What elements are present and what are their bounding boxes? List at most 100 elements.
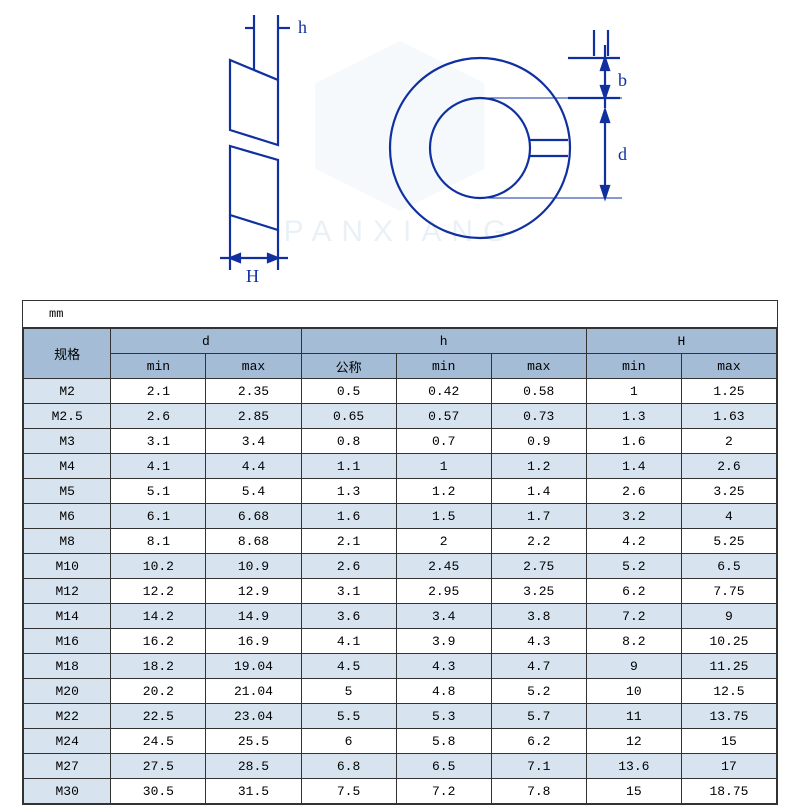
table-row: M66.16.681.61.51.73.24	[24, 504, 777, 529]
cell-h_nom: 0.65	[301, 404, 396, 429]
cell-H_min: 4.2	[586, 529, 681, 554]
cell-H_max: 17	[681, 754, 776, 779]
table-row: M2.52.62.850.650.570.731.31.63	[24, 404, 777, 429]
cell-d_min: 8.1	[111, 529, 206, 554]
col-H-max: max	[681, 354, 776, 379]
cell-spec: M4	[24, 454, 111, 479]
cell-d_min: 16.2	[111, 629, 206, 654]
table-row: M44.14.41.111.21.42.6	[24, 454, 777, 479]
cell-H_max: 6.5	[681, 554, 776, 579]
cell-spec: M5	[24, 479, 111, 504]
cell-spec: M6	[24, 504, 111, 529]
cell-H_min: 3.2	[586, 504, 681, 529]
cell-H_max: 2.6	[681, 454, 776, 479]
cell-h_max: 0.9	[491, 429, 586, 454]
table-row: M55.15.41.31.21.42.63.25	[24, 479, 777, 504]
cell-spec: M27	[24, 754, 111, 779]
cell-H_min: 1.4	[586, 454, 681, 479]
table-row: M33.13.40.80.70.91.62	[24, 429, 777, 454]
cell-spec: M2.5	[24, 404, 111, 429]
cell-h_max: 0.58	[491, 379, 586, 404]
cell-d_min: 18.2	[111, 654, 206, 679]
cell-h_min: 0.57	[396, 404, 491, 429]
cell-H_max: 11.25	[681, 654, 776, 679]
cell-h_min: 0.7	[396, 429, 491, 454]
cell-h_max: 7.1	[491, 754, 586, 779]
cell-H_max: 10.25	[681, 629, 776, 654]
cell-h_nom: 5	[301, 679, 396, 704]
label-H: H	[246, 266, 259, 286]
cell-d_max: 8.68	[206, 529, 301, 554]
cell-h_max: 1.4	[491, 479, 586, 504]
cell-d_max: 3.4	[206, 429, 301, 454]
table-row: M1616.216.94.13.94.38.210.25	[24, 629, 777, 654]
cell-h_nom: 1.1	[301, 454, 396, 479]
label-d: d	[618, 144, 627, 164]
cell-d_min: 6.1	[111, 504, 206, 529]
table-row: M2727.528.56.86.57.113.617	[24, 754, 777, 779]
cell-h_max: 4.3	[491, 629, 586, 654]
cell-h_max: 6.2	[491, 729, 586, 754]
cell-d_max: 21.04	[206, 679, 301, 704]
cell-d_max: 5.4	[206, 479, 301, 504]
col-h-nom: 公称	[301, 354, 396, 379]
cell-d_max: 28.5	[206, 754, 301, 779]
cell-H_min: 10	[586, 679, 681, 704]
cell-h_nom: 0.8	[301, 429, 396, 454]
cell-H_min: 7.2	[586, 604, 681, 629]
table-row: M2222.523.045.55.35.71113.75	[24, 704, 777, 729]
cell-H_min: 5.2	[586, 554, 681, 579]
cell-h_min: 5.3	[396, 704, 491, 729]
cell-d_max: 6.68	[206, 504, 301, 529]
cell-H_max: 1.25	[681, 379, 776, 404]
cell-H_max: 1.63	[681, 404, 776, 429]
table-row: M88.18.682.122.24.25.25	[24, 529, 777, 554]
cell-h_min: 4.3	[396, 654, 491, 679]
cell-d_min: 3.1	[111, 429, 206, 454]
cell-h_max: 5.7	[491, 704, 586, 729]
cell-h_max: 1.7	[491, 504, 586, 529]
cell-d_max: 14.9	[206, 604, 301, 629]
label-h: h	[298, 17, 307, 37]
cell-spec: M10	[24, 554, 111, 579]
cell-d_min: 2.1	[111, 379, 206, 404]
cell-h_min: 2	[396, 529, 491, 554]
spec-table: 规格 d h H min max 公称 min max min max M22.…	[23, 328, 777, 804]
unit-label: mm	[23, 301, 777, 328]
cell-h_max: 4.7	[491, 654, 586, 679]
table-row: M1212.212.93.12.953.256.27.75	[24, 579, 777, 604]
cell-d_max: 25.5	[206, 729, 301, 754]
col-h: h	[301, 329, 586, 354]
table-row: M22.12.350.50.420.5811.25	[24, 379, 777, 404]
cell-d_min: 12.2	[111, 579, 206, 604]
cell-h_min: 4.8	[396, 679, 491, 704]
cell-h_nom: 1.3	[301, 479, 396, 504]
table-row: M1010.210.92.62.452.755.26.5	[24, 554, 777, 579]
table-row: M2424.525.565.86.21215	[24, 729, 777, 754]
col-d: d	[111, 329, 301, 354]
cell-h_min: 3.9	[396, 629, 491, 654]
cell-spec: M16	[24, 629, 111, 654]
cell-d_max: 16.9	[206, 629, 301, 654]
cell-d_max: 19.04	[206, 654, 301, 679]
cell-h_nom: 6	[301, 729, 396, 754]
cell-h_max: 2.75	[491, 554, 586, 579]
cell-h_min: 3.4	[396, 604, 491, 629]
cell-H_min: 11	[586, 704, 681, 729]
cell-spec: M2	[24, 379, 111, 404]
cell-H_min: 13.6	[586, 754, 681, 779]
col-d-max: max	[206, 354, 301, 379]
table-body: M22.12.350.50.420.5811.25M2.52.62.850.65…	[24, 379, 777, 804]
cell-H_max: 4	[681, 504, 776, 529]
table-row: M1414.214.93.63.43.87.29	[24, 604, 777, 629]
cell-H_max: 12.5	[681, 679, 776, 704]
cell-H_min: 1.3	[586, 404, 681, 429]
cell-h_min: 1.2	[396, 479, 491, 504]
cell-d_min: 27.5	[111, 754, 206, 779]
cell-h_min: 2.45	[396, 554, 491, 579]
cell-H_min: 2.6	[586, 479, 681, 504]
cell-h_max: 3.8	[491, 604, 586, 629]
cell-h_max: 0.73	[491, 404, 586, 429]
cell-spec: M24	[24, 729, 111, 754]
washer-diagram: h H b	[150, 0, 650, 290]
